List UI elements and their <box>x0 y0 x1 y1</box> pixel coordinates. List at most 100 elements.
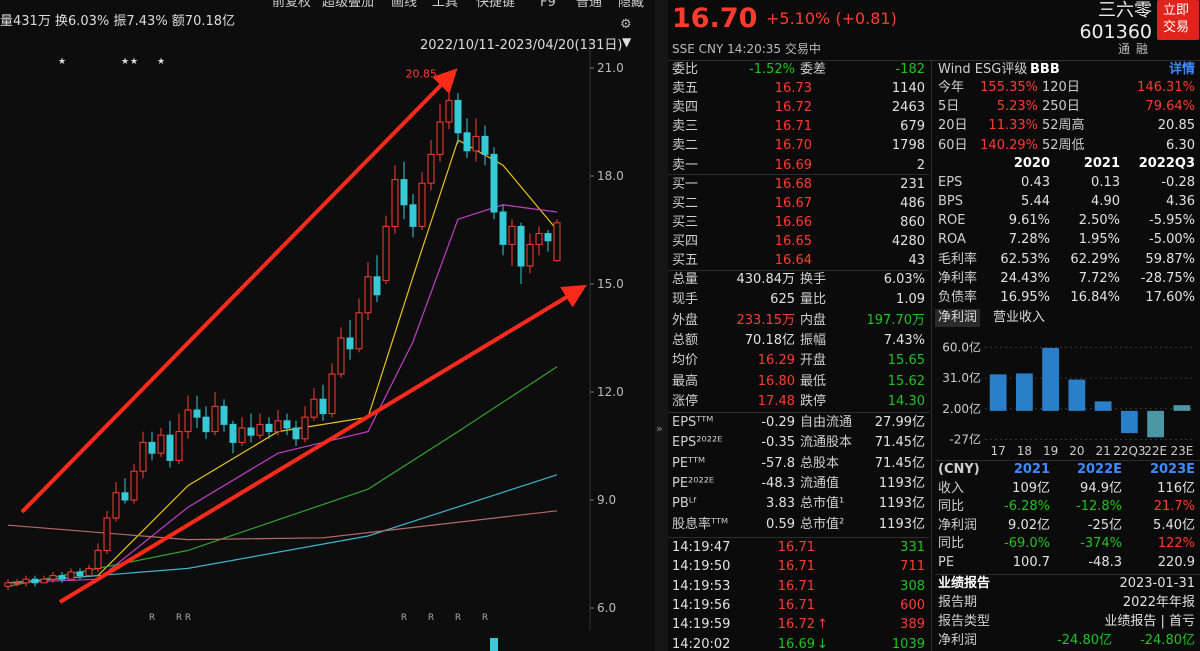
x-tick-label: 18 <box>1017 444 1032 458</box>
cell: 2022E <box>1076 462 1122 477</box>
cell: 买四 <box>672 233 699 249</box>
cell: 涨停 <box>672 393 699 409</box>
cell: 2021 <box>1083 156 1120 171</box>
cell: 最低 <box>800 373 827 389</box>
cell: 59.87% <box>1145 251 1195 267</box>
cell: 流通股本 <box>800 435 853 451</box>
cell: 0.13 <box>1091 175 1120 191</box>
cell: 股息率ᵀᵀᴹ <box>672 516 729 532</box>
r-mark: R <box>401 613 407 623</box>
menu-item[interactable]: 隐藏 <box>618 0 645 10</box>
divider <box>935 460 1200 461</box>
cell: (CNY) <box>938 462 980 477</box>
cell: 5.40亿 <box>1153 517 1195 533</box>
menu-item[interactable]: 超级叠加 <box>322 0 375 10</box>
cell: 1.09 <box>896 292 925 308</box>
candle-body <box>256 423 264 436</box>
cell: -24.80亿 <box>1057 633 1112 648</box>
cell: 外盘 <box>672 312 699 328</box>
cell: 14:19:59 <box>672 617 731 633</box>
cell: 7.43% <box>883 332 925 348</box>
candle-body <box>409 204 417 227</box>
candle-body <box>301 416 309 440</box>
y-tick-label: 31.0亿 <box>942 370 981 385</box>
menu-item[interactable]: 工具 <box>432 0 459 10</box>
cell: 486 <box>900 195 925 211</box>
cell: 总股本 <box>800 455 840 471</box>
bar <box>1042 347 1060 411</box>
cell: 2 <box>916 157 925 173</box>
candle-body <box>472 135 480 152</box>
cell: 6.03% <box>883 272 925 287</box>
cell: 负债率 <box>938 289 978 305</box>
cell: 自由流通 <box>800 415 853 430</box>
bar <box>1120 410 1138 434</box>
splitter[interactable]: » <box>655 0 668 651</box>
candle-body <box>85 567 93 577</box>
cell: 4.36 <box>1166 194 1195 210</box>
cell: 52周高 <box>1042 118 1085 134</box>
cell: 389 <box>900 617 925 633</box>
settings-icon[interactable]: ⚙ <box>620 17 632 32</box>
cell: 总额 <box>672 332 699 348</box>
cell: 总市值¹ <box>800 496 845 512</box>
cell: 16.72 <box>777 617 815 633</box>
cell: 16.71 <box>777 559 815 575</box>
cell: 14.30 <box>887 393 925 409</box>
y-tick-label: 18.0 <box>597 169 624 183</box>
y-tick-label: 9.0 <box>597 493 616 507</box>
cell: 9.61% <box>1008 213 1050 229</box>
annotation-arrow <box>20 68 458 514</box>
menu-item[interactable]: 快捷键 <box>476 0 516 10</box>
cell: 1798 <box>891 138 925 154</box>
range-dropdown[interactable]: ▼ <box>622 35 632 49</box>
tab[interactable]: 营业收入 <box>993 310 1046 325</box>
candle-body <box>202 416 210 433</box>
cell: 6.30 <box>1166 137 1195 153</box>
cell: 16.64 <box>774 253 812 268</box>
menu-item[interactable]: 画线 <box>391 0 418 10</box>
status: SSE CNY 14:20:35 交易中 <box>672 42 821 56</box>
x-tick-label: 19 <box>1043 444 1058 458</box>
cell: 430.84万 <box>736 272 796 287</box>
x-tick-label: 23E <box>1170 444 1193 458</box>
candle-body <box>445 99 453 123</box>
candle-body <box>319 398 327 415</box>
trade-button-label[interactable]: 立即 <box>1163 3 1190 18</box>
cell: 600 <box>900 597 925 613</box>
cell: -0.35 <box>761 435 795 451</box>
cell: 2463 <box>891 100 925 116</box>
candle-body <box>121 492 129 501</box>
date-range[interactable]: 2022/10/11-2023/04/20(131日) <box>420 38 623 53</box>
event-star: ★ <box>130 57 138 67</box>
annotation-arrow <box>58 284 587 604</box>
x-tick-label: 22Q3 <box>1113 444 1145 458</box>
cell: 16.68 <box>774 176 812 192</box>
cell: 净利润 <box>938 517 978 533</box>
tab[interactable]: 净利润 <box>935 309 981 327</box>
candle-body <box>418 182 426 227</box>
cell: 量比 <box>800 292 827 308</box>
menu-item[interactable]: 前复权 <box>272 0 312 10</box>
trade-button[interactable] <box>1157 0 1199 40</box>
collapse-icon[interactable]: » <box>656 422 663 435</box>
menu-item[interactable]: F9 <box>540 0 556 10</box>
trade-button-label[interactable]: 交易 <box>1163 20 1190 35</box>
cell: PBᴸᶠ <box>672 496 698 512</box>
y-tick-label: 15.0 <box>597 277 624 291</box>
candle-body <box>364 276 372 314</box>
r-mark: R <box>428 613 434 623</box>
cell: 140.29% <box>980 137 1038 153</box>
menu-item[interactable]: 普通 <box>576 0 603 10</box>
cell: 122% <box>1157 536 1195 552</box>
cell: 总量 <box>672 272 699 287</box>
cell: 146.31% <box>1137 80 1195 95</box>
cell: 43 <box>908 253 925 268</box>
cell: 70.18亿 <box>744 332 795 348</box>
r-mark: R <box>149 613 155 623</box>
badge: 融 <box>1136 42 1149 56</box>
x-tick-label: 22E <box>1144 444 1167 458</box>
candle-body <box>13 582 21 585</box>
cell: 0.43 <box>1021 175 1050 191</box>
cell: -0.28 <box>1161 175 1195 191</box>
